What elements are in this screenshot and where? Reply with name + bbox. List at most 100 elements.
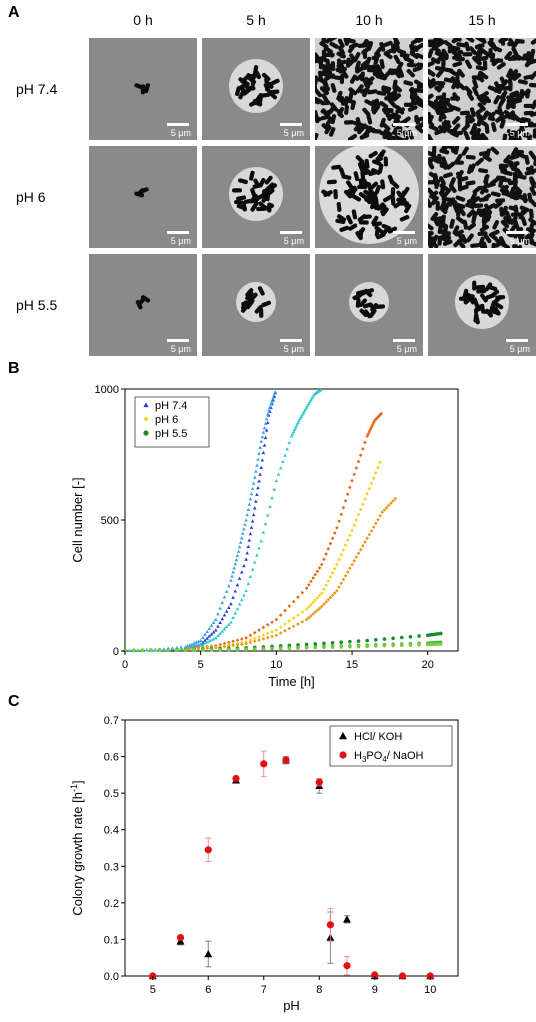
scale-bar [393,231,415,234]
data-point [365,492,369,496]
data-point [302,409,307,413]
data-point [249,492,254,496]
data-point [209,632,214,636]
data-point [170,647,175,651]
data-point [371,525,376,529]
legend-entry: HCl/ KOH [354,731,402,743]
data-point [218,642,222,647]
data-point [248,574,253,578]
data-point [322,557,326,562]
data-point [201,648,205,652]
data-point [205,629,209,633]
data-point [242,527,246,531]
data-point [343,543,348,547]
data-point [309,579,313,584]
legend-entry: pH 5.5 [155,428,187,440]
data-point [220,600,225,605]
data-point [198,643,203,647]
data-point [317,593,322,598]
series-pH-5-5 [123,641,443,653]
data-point [343,915,351,923]
data-point [369,481,374,486]
data-point [235,582,240,587]
data-point [285,447,289,451]
ph-row-label: pH 6 [16,189,46,205]
data-point [304,617,309,622]
data-point [296,595,300,599]
data-point [339,512,344,517]
data-point [201,642,205,646]
data-point [231,570,235,574]
x-tick-label: 10 [270,659,282,671]
micrograph-small-colony: 5 μm [202,254,310,356]
data-point [140,648,145,653]
data-point [263,521,268,526]
data-point [198,638,203,642]
micrograph-small-colony: 5 μm [315,254,423,356]
data-point [291,429,296,434]
data-point [363,440,367,445]
time-column-label: 10 h [355,12,383,28]
data-point [231,595,235,599]
data-point [214,628,218,632]
data-point [374,471,378,475]
data-point [203,632,207,636]
data-point [326,547,331,551]
data-point [153,648,158,652]
data-point [313,645,318,650]
data-point [192,641,196,645]
scale-bar-label: 5 μm [509,344,530,354]
scale-bar-label: 5 μm [396,344,417,354]
data-point [380,510,385,514]
data-point [224,589,229,593]
y-tick-label: 0 [113,646,119,658]
data-point [295,423,299,427]
data-point [222,613,227,617]
data-point [244,641,248,646]
data-point [252,630,257,635]
data-point [311,612,315,616]
data-point [300,413,305,417]
data-point [205,646,209,651]
data-point [273,390,278,394]
y-tick-label: 0.4 [104,825,119,837]
data-point [330,536,335,541]
data-point [176,934,185,942]
micrograph-colony: 5 μm [202,38,310,140]
data-point [287,646,292,651]
data-point [270,620,274,624]
data-point [252,639,257,644]
data-point [391,643,395,648]
data-point [399,643,404,648]
data-point [257,634,261,639]
data-point [326,597,331,602]
data-point [363,497,367,501]
data-point [183,648,188,653]
data-point [332,591,337,595]
x-axis-label: Time [h] [268,674,314,689]
data-point [438,631,443,636]
data-point [244,636,248,640]
data-point [246,507,251,511]
data-point [258,472,262,476]
data-point [408,634,413,639]
data-point [361,544,365,548]
data-point [257,546,261,550]
data-point [391,636,395,641]
data-point [296,622,300,626]
data-point [222,644,227,649]
data-point [328,541,333,546]
time-column-label: 5 h [246,12,266,28]
data-point [352,558,357,563]
data-point [337,585,341,589]
data-point [356,551,361,556]
scale-bar [393,123,415,126]
data-point [239,642,244,647]
data-point [248,633,253,638]
data-point [254,499,258,503]
series-1 [149,750,434,980]
data-point [291,616,296,620]
data-point [233,589,238,593]
data-point [144,648,149,652]
data-point [311,600,315,605]
